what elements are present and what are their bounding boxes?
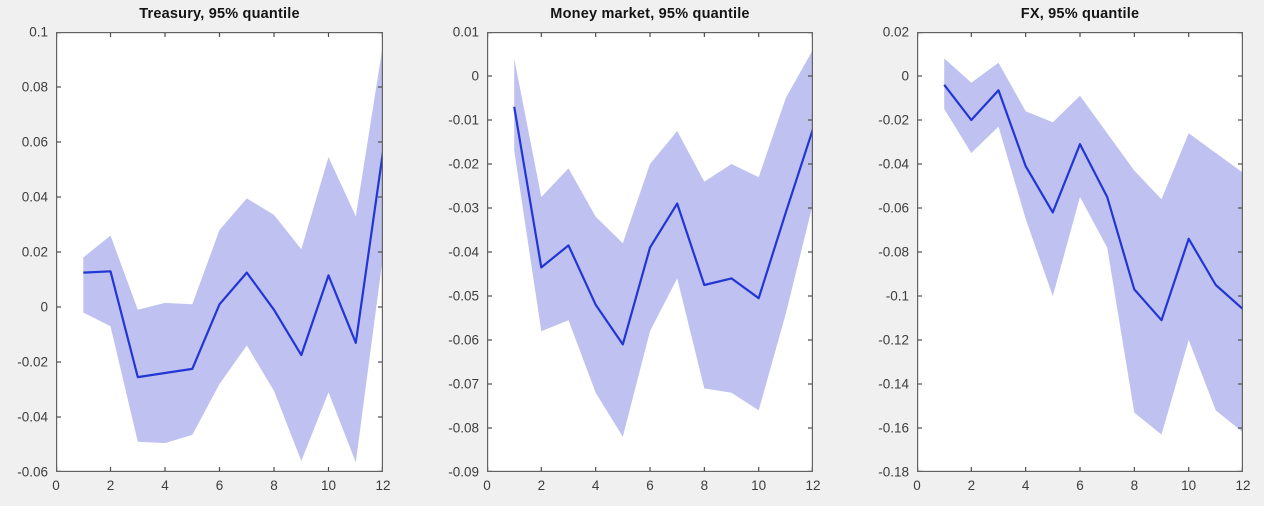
y-tick-label: 0.01 — [452, 24, 479, 40]
chart-plot-area — [487, 32, 813, 472]
y-tick-label: 0 — [901, 68, 909, 84]
subplot-title: Money market, 95% quantile — [550, 6, 750, 22]
plot-background — [917, 32, 1243, 472]
axes-border — [917, 32, 1243, 472]
axes-border — [56, 32, 383, 472]
y-tick-label: -0.02 — [448, 156, 479, 172]
x-tick-label: 2 — [967, 478, 976, 493]
y-tick-label: -0.02 — [17, 354, 48, 370]
y-tick-label: 0.1 — [29, 24, 48, 40]
x-tick-label: 8 — [700, 478, 709, 493]
y-tick-label: -0.04 — [878, 156, 909, 172]
x-tick-label: 12 — [375, 478, 391, 493]
x-tick-label: 2 — [537, 478, 546, 493]
y-tick-label: -0.12 — [878, 332, 909, 348]
y-tick-label: -0.06 — [878, 200, 909, 216]
plot-background — [487, 32, 813, 472]
y-tick-label: 0 — [471, 68, 479, 84]
y-tick-label: -0.05 — [448, 288, 479, 304]
chart-plot-area — [56, 32, 383, 472]
plot-background — [56, 32, 383, 472]
y-tick-label: -0.04 — [448, 244, 479, 260]
y-tick-label: -0.03 — [448, 200, 479, 216]
y-tick-label: 0.04 — [21, 189, 48, 205]
x-tick-label: 6 — [646, 478, 654, 493]
chart-plot-area — [917, 32, 1243, 472]
x-tick-label: 10 — [751, 478, 767, 493]
x-tick-label: 0 — [52, 478, 60, 493]
y-tick-label: -0.04 — [17, 409, 48, 425]
x-tick-label: 10 — [320, 478, 337, 493]
x-tick-label: 10 — [1181, 478, 1197, 493]
confidence-band — [944, 58, 1243, 435]
confidence-band — [83, 44, 383, 463]
x-tick-label: 0 — [913, 478, 921, 493]
x-tick-label: 6 — [1076, 478, 1084, 493]
y-tick-label: -0.08 — [878, 244, 909, 260]
x-tick-label: 8 — [1130, 478, 1139, 493]
y-tick-label: 0.08 — [21, 79, 48, 95]
x-tick-label: 4 — [1021, 478, 1030, 493]
x-tick-label: 6 — [215, 478, 224, 493]
y-tick-label: -0.06 — [448, 332, 479, 348]
y-tick-label: -0.02 — [878, 112, 909, 128]
y-tick-label: -0.01 — [448, 112, 479, 128]
y-tick-label: -0.1 — [885, 288, 909, 304]
x-tick-label: 12 — [1235, 478, 1251, 493]
x-tick-label: 8 — [270, 478, 278, 493]
subplot-title: FX, 95% quantile — [1020, 6, 1140, 22]
y-tick-label: -0.18 — [878, 464, 909, 480]
y-tick-label: 0.02 — [882, 24, 909, 40]
y-tick-label: 0 — [40, 299, 48, 315]
x-tick-label: 12 — [805, 478, 821, 493]
axes-border — [487, 32, 813, 472]
y-tick-label: -0.16 — [878, 420, 909, 436]
y-tick-label: -0.06 — [17, 464, 48, 480]
subplot-title: Treasury, 95% quantile — [139, 6, 300, 22]
y-tick-label: 0.02 — [21, 244, 48, 260]
y-tick-label: -0.09 — [448, 464, 479, 480]
y-tick-label: -0.14 — [878, 376, 909, 392]
median-line — [513, 106, 813, 346]
median-line — [943, 84, 1243, 322]
x-tick-label: 4 — [591, 478, 600, 493]
median-line — [83, 151, 383, 379]
y-tick-label: -0.08 — [448, 420, 479, 436]
confidence-band — [514, 49, 813, 437]
x-tick-label: 2 — [106, 478, 115, 493]
x-tick-label: 0 — [483, 478, 491, 493]
y-tick-label: 0.06 — [21, 134, 48, 150]
y-tick-label: -0.07 — [448, 376, 479, 392]
x-tick-label: 4 — [161, 478, 169, 493]
